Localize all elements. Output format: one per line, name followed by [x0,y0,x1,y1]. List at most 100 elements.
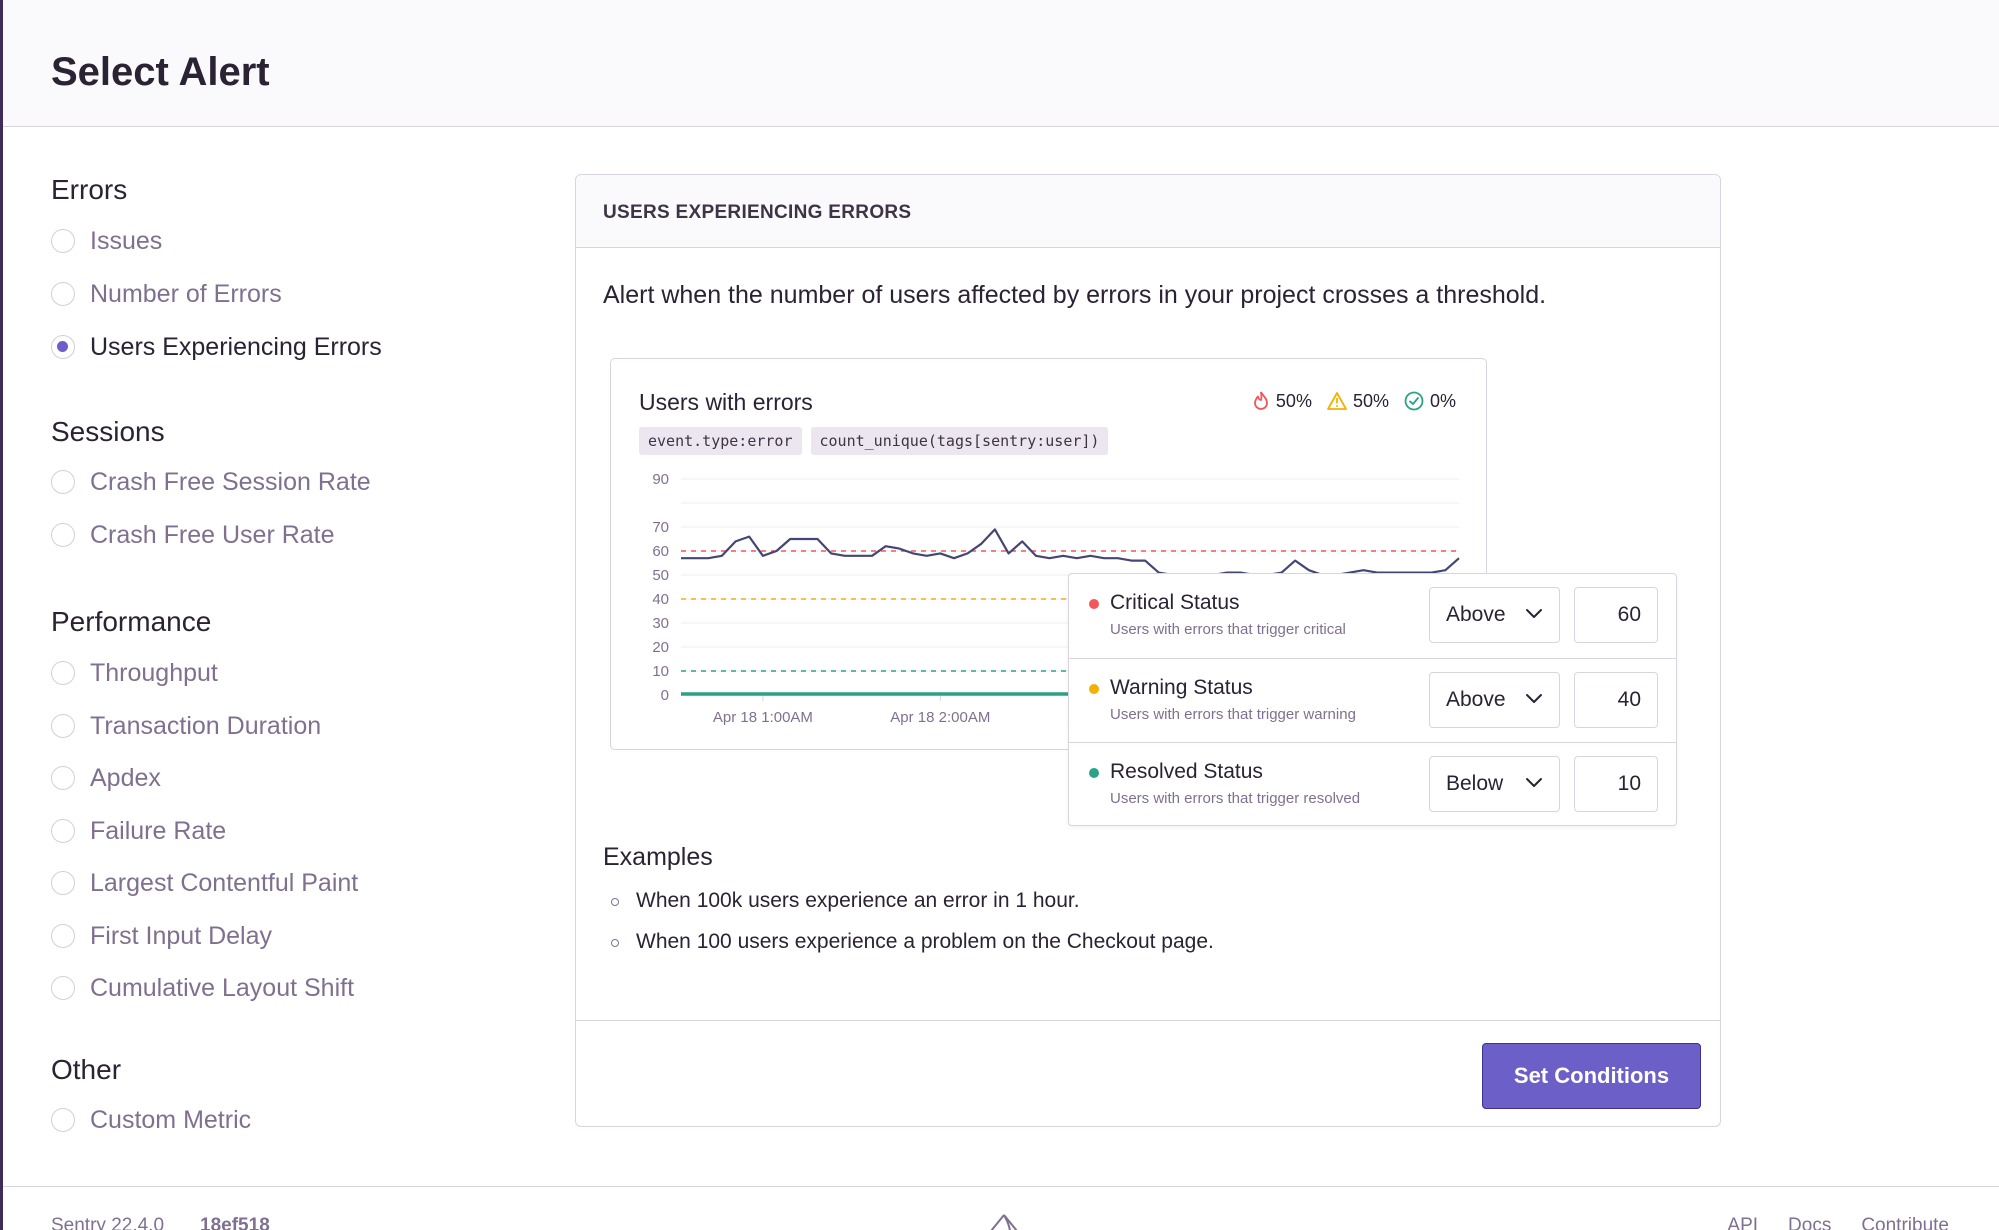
section-title-performance: Performance [51,606,212,637]
radio-icon[interactable] [51,871,75,895]
legend-critical-value: 50% [1275,390,1312,411]
x-tick-label: Apr 18 2:00AM [890,709,990,726]
radio-icon[interactable] [51,924,75,948]
example-item: When 100 users experience a problem on t… [603,928,1214,969]
radio-icon[interactable] [51,1108,75,1132]
y-tick-label: 10 [652,663,669,680]
footer-link-contribute[interactable]: Contribute [1861,1215,1949,1230]
radio-icon[interactable] [51,766,75,790]
warning-icon [1327,392,1347,410]
y-tick-label: 50 [652,567,669,584]
critical-comparator-value: Above [1446,603,1506,626]
option-largest-contentful-paint[interactable]: Largest Contentful Paint [51,868,358,898]
option-label: Throughput [90,658,218,687]
option-label: Cumulative Layout Shift [90,973,355,1002]
option-crash-free-user-rate[interactable]: Crash Free User Rate [51,520,335,550]
warning-threshold-input[interactable] [1574,672,1658,728]
radio-icon[interactable] [51,819,75,843]
radio-icon[interactable] [51,661,75,685]
option-label: Failure Rate [90,816,227,845]
warning-status-help: Users with errors that trigger warning [1110,706,1356,723]
critical-status-title: Critical Status [1110,591,1240,614]
option-label: Custom Metric [90,1105,252,1134]
option-label: Transaction Duration [90,711,322,740]
option-label: First Input Delay [90,921,273,950]
option-users-experiencing-errors[interactable]: Users Experiencing Errors [51,332,382,362]
warning-comparator-select[interactable]: Above [1429,672,1560,728]
footer-commit[interactable]: 18ef518 [200,1215,270,1230]
threshold-triggers: Critical Status Users with errors that t… [1068,573,1677,826]
query-tag-aggregate: count_unique(tags[sentry:user]) [810,427,1109,455]
chevron-down-icon [1526,609,1542,618]
critical-status-dot [1089,599,1099,609]
option-throughput[interactable]: Throughput [51,658,218,688]
option-label: Users Experiencing Errors [90,332,382,361]
option-cumulative-layout-shift[interactable]: Cumulative Layout Shift [51,973,354,1003]
radio-icon[interactable] [51,523,75,547]
section-title-other: Other [51,1054,122,1085]
option-failure-rate[interactable]: Failure Rate [51,816,226,846]
legend-critical: 50% [1251,390,1312,412]
left-rail [0,0,3,1230]
check-circle-icon [1404,391,1424,411]
option-custom-metric[interactable]: Custom Metric [51,1105,251,1135]
y-tick-label: 60 [652,543,669,560]
threshold-row-critical: Critical Status Users with errors that t… [1069,574,1676,658]
query-tags: event.type:error count_unique(tags[sentr… [639,427,1109,455]
page-header: Select Alert [3,0,1999,127]
threshold-row-warning: Warning Status Users with errors that tr… [1069,658,1676,742]
radio-icon[interactable] [51,470,75,494]
option-apdex[interactable]: Apdex [51,763,161,793]
panel-header-title: USERS EXPERIENCING ERRORS [603,202,912,223]
resolved-comparator-value: Below [1446,772,1504,795]
legend-warning: 50% [1326,391,1389,412]
radio-selected-icon[interactable] [51,335,75,359]
option-number-of-errors[interactable]: Number of Errors [51,279,282,309]
fire-icon [1254,391,1268,410]
option-first-input-delay[interactable]: First Input Delay [51,921,272,951]
section-title-sessions: Sessions [51,416,165,447]
radio-icon[interactable] [51,229,75,253]
critical-comparator-select[interactable]: Above [1429,587,1560,643]
panel-footer: Set Conditions [576,1020,1720,1128]
y-tick-label: 70 [652,519,669,536]
radio-icon[interactable] [51,714,75,738]
threshold-row-resolved: Resolved Status Users with errors that t… [1069,742,1676,826]
radio-icon[interactable] [51,976,75,1000]
option-issues[interactable]: Issues [51,226,162,256]
resolved-status-help: Users with errors that trigger resolved [1110,790,1361,807]
resolved-status-dot [1089,768,1099,778]
footer-link-api[interactable]: API [1727,1215,1759,1230]
radio-icon[interactable] [51,282,75,306]
alert-description-panel: USERS EXPERIENCING ERRORS Alert when the… [575,174,1721,1127]
option-crash-free-session-rate[interactable]: Crash Free Session Rate [51,467,371,497]
option-label: Crash Free User Rate [90,520,335,549]
critical-status-help: Users with errors that trigger critical [1110,621,1346,638]
chevron-down-icon [1526,778,1542,787]
examples-title: Examples [603,843,713,871]
y-tick-label: 30 [652,615,669,632]
option-label: Largest Contentful Paint [90,868,359,897]
footer-link-docs[interactable]: Docs [1788,1215,1832,1230]
option-label: Issues [90,226,163,255]
footer-version: Sentry 22.4.0 [51,1215,165,1230]
chart-legend: 50% 50% 0% [1251,390,1456,412]
option-label: Apdex [90,763,161,792]
resolved-comparator-select[interactable]: Below [1429,756,1560,812]
critical-threshold-input[interactable] [1574,587,1658,643]
page-footer: Sentry 22.4.0 18ef518 API Docs Contribute [3,1186,1999,1230]
footer-version-info: Sentry 22.4.0 18ef518 [51,1215,270,1230]
examples-list: When 100k users experience an error in 1… [603,887,1214,969]
resolved-threshold-input[interactable] [1574,756,1658,812]
y-tick-label: 20 [652,639,669,656]
set-conditions-button[interactable]: Set Conditions [1482,1043,1701,1109]
x-tick-label: Apr 18 1:00AM [713,709,813,726]
chevron-down-icon [1526,694,1542,703]
y-tick-label: 0 [661,687,669,704]
query-tag-event-type: event.type:error [639,427,802,455]
chart-title: Users with errors [639,389,813,415]
option-label: Number of Errors [90,279,282,308]
y-tick-label: 90 [652,471,669,488]
option-transaction-duration[interactable]: Transaction Duration [51,711,321,741]
sentry-logo-icon [990,1214,1018,1230]
